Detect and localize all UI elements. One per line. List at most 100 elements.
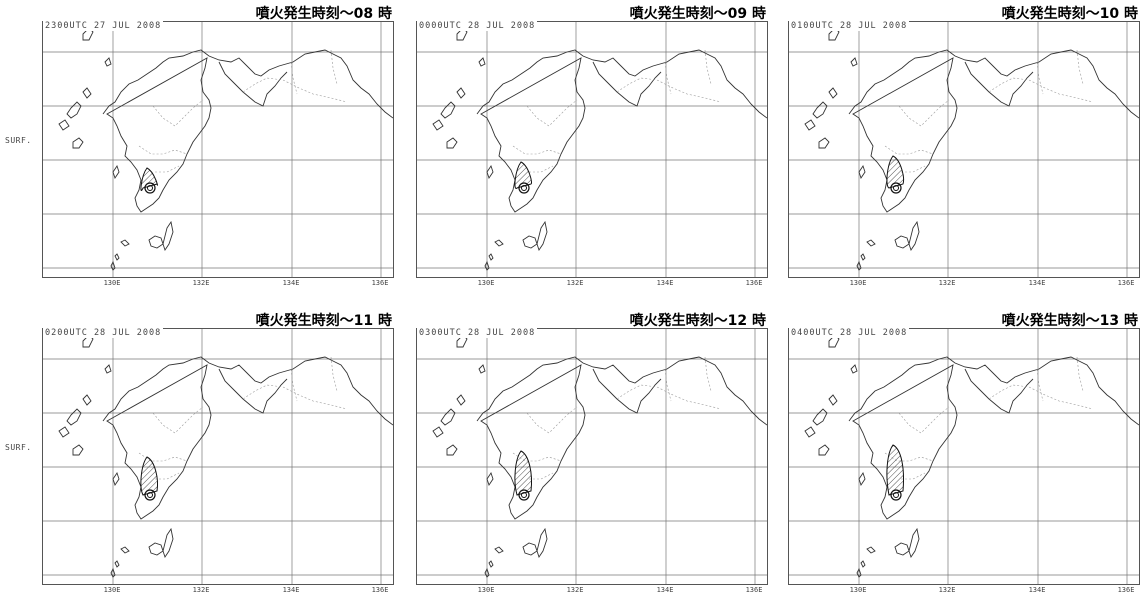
prefecture-border	[138, 145, 188, 155]
coastline	[106, 57, 212, 213]
coastline	[120, 546, 130, 554]
prefecture-border	[704, 49, 712, 85]
map-panel-3: 噴火発生時刻～10 時 0100UTC 28 JUL 2008 130E 132…	[788, 3, 1140, 292]
longitude-label: 130E	[849, 586, 867, 594]
coastline	[120, 239, 130, 247]
coastline	[850, 57, 858, 67]
ash-plume-area	[514, 161, 532, 189]
coastline	[818, 444, 830, 456]
coastline	[804, 119, 816, 131]
coastline	[484, 567, 490, 578]
coastline	[440, 408, 456, 426]
longitude-label: 130E	[103, 279, 121, 287]
prefecture-border	[290, 61, 298, 95]
coastline	[486, 164, 494, 180]
coastline	[852, 364, 958, 520]
coastline	[848, 49, 1139, 119]
map-canvas	[789, 329, 1139, 584]
prefecture-border	[155, 472, 180, 480]
map-frame	[416, 328, 768, 585]
coastline	[432, 426, 444, 438]
coastline	[66, 101, 82, 119]
coastline	[804, 426, 816, 438]
longitude-label: 132E	[566, 586, 584, 594]
coastline	[522, 235, 538, 249]
timestamp: 0400UTC 28 JUL 2008	[789, 328, 910, 338]
timestamp: 0300UTC 28 JUL 2008	[417, 328, 538, 338]
prefecture-border	[704, 356, 712, 392]
prefecture-border	[664, 368, 672, 402]
coastline	[536, 527, 548, 559]
coastline	[58, 119, 70, 131]
coastline	[852, 57, 958, 213]
coastline	[114, 560, 120, 568]
map-frame	[416, 21, 768, 278]
row-label-bottom: SURF.	[5, 443, 32, 452]
prefecture-border	[988, 384, 1094, 410]
panel-title: 噴火発生時刻～08 時	[255, 6, 392, 22]
prefecture-border	[529, 472, 554, 480]
coastline	[446, 444, 458, 456]
map-canvas	[43, 329, 393, 584]
coastline	[112, 471, 120, 487]
prefecture-border	[529, 165, 554, 173]
coastline	[102, 49, 393, 119]
coastline	[456, 394, 466, 406]
longitude-label: 134E	[282, 279, 300, 287]
prefecture-border	[330, 49, 338, 85]
longitude-label: 136E	[371, 279, 389, 287]
coastline	[488, 560, 494, 568]
prefecture-border	[664, 61, 672, 95]
longitude-label: 132E	[566, 279, 584, 287]
prefecture-border	[330, 356, 338, 392]
map-panel-5: 噴火発生時刻～12 時 0300UTC 28 JUL 2008 130E 132…	[416, 310, 768, 599]
coastline	[494, 239, 504, 247]
coastline	[860, 560, 866, 568]
prefecture-border	[901, 472, 926, 480]
coastline	[478, 364, 486, 374]
coastline	[908, 220, 920, 252]
longitude-label: 130E	[849, 279, 867, 287]
longitude-label: 132E	[192, 586, 210, 594]
map-canvas	[789, 22, 1139, 277]
ash-plume-area	[140, 456, 158, 496]
prefecture-border	[1036, 61, 1044, 95]
coastline	[72, 137, 84, 149]
prefecture-border	[290, 368, 298, 402]
timestamp: 0200UTC 28 JUL 2008	[43, 328, 164, 338]
prefecture-border	[616, 77, 722, 103]
longitude-label: 134E	[282, 586, 300, 594]
map-frame	[788, 328, 1140, 585]
coastline	[82, 87, 92, 99]
prefecture-border	[884, 145, 934, 155]
panel-title: 噴火発生時刻～11 時	[255, 313, 392, 329]
coastline	[58, 426, 70, 438]
longitude-label: 136E	[371, 586, 389, 594]
coastline	[850, 364, 858, 374]
longitude-label: 136E	[1117, 279, 1135, 287]
coastline	[106, 364, 212, 520]
coastline	[476, 49, 767, 119]
coastline	[476, 356, 767, 426]
map-canvas	[417, 329, 767, 584]
prefecture-border	[242, 77, 348, 103]
prefecture-border	[901, 165, 926, 173]
coastline	[858, 471, 866, 487]
map-canvas	[417, 22, 767, 277]
ash-plume-area	[140, 167, 158, 191]
prefecture-border	[1036, 368, 1044, 402]
coastline	[522, 542, 538, 556]
coastline	[856, 567, 862, 578]
prefecture-border	[616, 384, 722, 410]
longitude-label: 134E	[656, 279, 674, 287]
coastline	[484, 260, 490, 271]
prefecture-border	[526, 406, 578, 434]
coastline	[432, 119, 444, 131]
map-frame	[42, 21, 394, 278]
panel-title: 噴火発生時刻～12 時	[629, 313, 766, 329]
map-frame	[788, 21, 1140, 278]
longitude-label: 132E	[938, 279, 956, 287]
prefecture-border	[526, 99, 578, 127]
longitude-label: 132E	[192, 279, 210, 287]
panel-title: 噴火発生時刻～10 時	[1001, 6, 1138, 22]
